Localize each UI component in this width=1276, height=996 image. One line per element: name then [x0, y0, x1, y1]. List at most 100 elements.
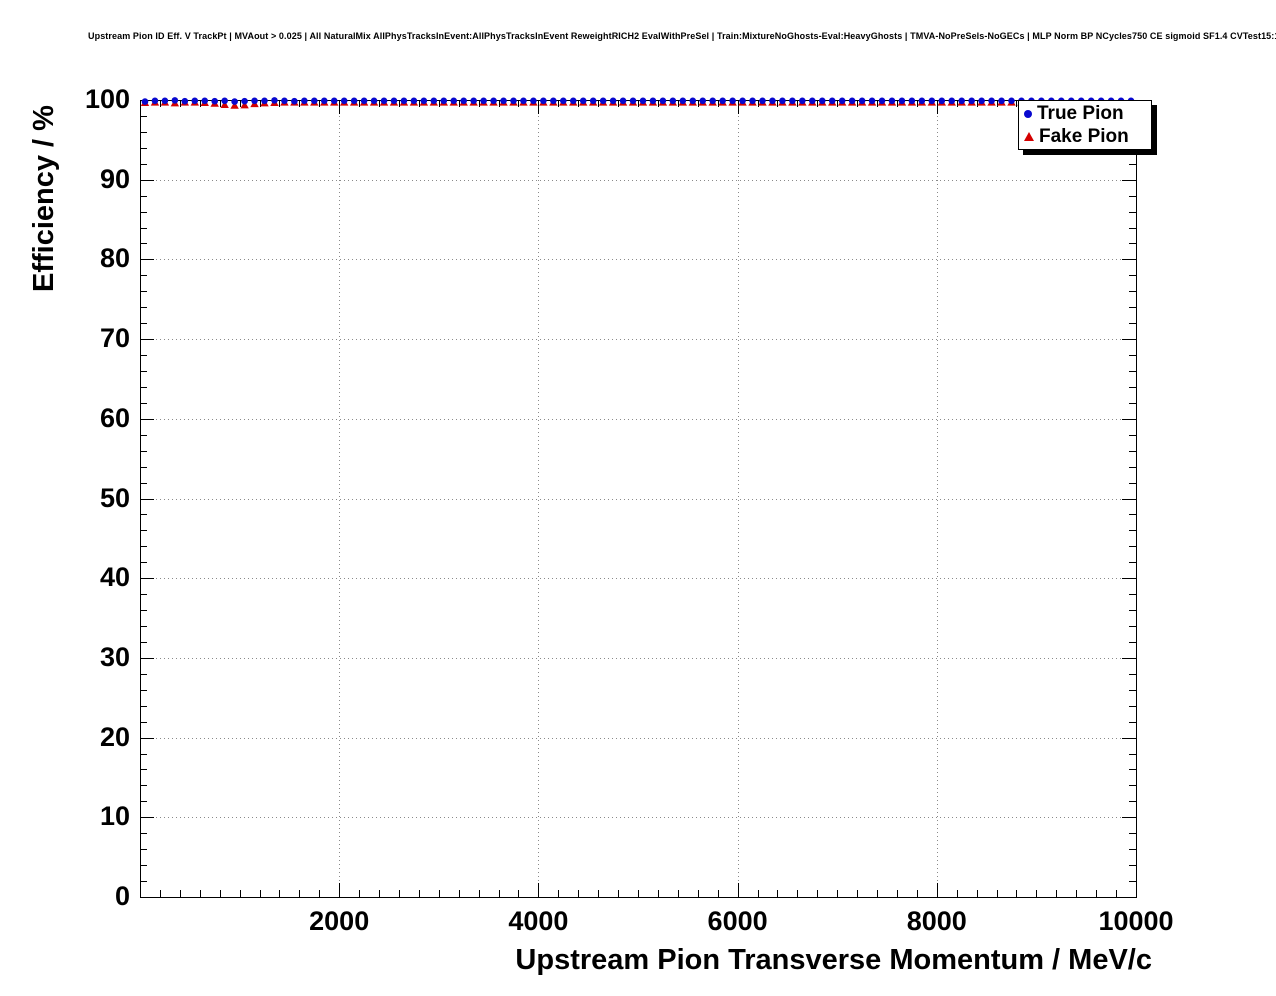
true-pion-point	[868, 97, 876, 105]
x-tick-label: 4000	[508, 906, 569, 936]
true-pion-point	[689, 97, 697, 105]
true-pion-point	[729, 97, 736, 105]
true-pion-point	[550, 97, 557, 105]
true-pion-point	[241, 97, 248, 105]
true-pion-point	[898, 97, 906, 105]
true-pion-point	[520, 97, 527, 105]
true-pion-point	[261, 97, 268, 105]
true-pion-point	[410, 97, 418, 105]
true-pion-point	[440, 97, 448, 105]
true-pion-point	[191, 97, 199, 105]
legend-entry-true-pion: True Pion	[1019, 102, 1151, 125]
legend-label-true-pion: True Pion	[1037, 102, 1124, 124]
true-pion-point	[231, 98, 238, 105]
true-pion-point	[490, 97, 497, 105]
true-pion-point	[858, 97, 866, 105]
true-pion-point	[141, 98, 149, 105]
true-pion-point	[360, 97, 368, 105]
true-pion-point	[281, 97, 288, 105]
true-pion-point	[1008, 97, 1015, 105]
true-pion-point	[609, 97, 617, 105]
true-pion-point	[928, 97, 936, 105]
true-pion-point	[948, 97, 956, 105]
true-pion-point	[181, 97, 189, 105]
x-tick-label: 2000	[309, 906, 370, 936]
true-pion-point	[629, 97, 637, 105]
y-tick-label: 90	[99, 163, 130, 194]
true-pion-point	[599, 97, 607, 105]
true-pion-point	[789, 97, 796, 105]
true-pion-point	[709, 97, 716, 105]
true-pion-point	[759, 97, 766, 105]
true-pion-point	[968, 97, 975, 105]
true-pion-point	[350, 97, 358, 105]
plot-title: Upstream Pion ID Eff. V TrackPt | MVAout…	[88, 31, 1276, 41]
true-pion-point	[699, 97, 707, 105]
true-pion-point	[320, 97, 328, 105]
true-pion-point	[430, 97, 438, 105]
true-pion-point	[460, 97, 468, 105]
true-pion-point	[619, 97, 627, 105]
true-pion-point	[769, 97, 776, 105]
true-pion-point	[719, 97, 726, 105]
y-tick-label: 20	[99, 721, 130, 752]
true-pion-point	[390, 97, 398, 105]
true-pion-point	[251, 97, 258, 105]
x-tick-label: 6000	[707, 906, 768, 936]
true-pion-point	[470, 97, 477, 105]
true-pion-point	[649, 97, 657, 105]
true-pion-point	[420, 97, 428, 105]
true-pion-point	[450, 97, 458, 105]
y-tick-label: 30	[99, 641, 130, 672]
true-pion-point	[918, 97, 926, 105]
true-pion-point	[540, 97, 547, 105]
x-tick-label: 8000	[906, 906, 967, 936]
y-tick-label: 70	[99, 323, 130, 354]
true-pion-point	[530, 97, 537, 105]
true-pion-point	[639, 97, 647, 105]
true-pion-point	[301, 97, 308, 105]
fake-pion-point	[230, 101, 239, 109]
true-pion-point	[480, 97, 487, 105]
true-pion-point	[958, 97, 965, 105]
true-pion-point	[370, 97, 378, 105]
true-pion-point	[908, 97, 916, 105]
true-pion-point	[848, 97, 856, 105]
true-pion-point	[828, 97, 836, 105]
true-pion-point	[888, 97, 896, 105]
y-tick-label: 40	[99, 562, 130, 593]
true-pion-point	[838, 97, 846, 105]
true-pion-point	[978, 97, 985, 105]
true-pion-point	[749, 97, 756, 105]
true-pion-point	[818, 97, 826, 105]
fake-pion-point	[240, 100, 249, 109]
true-pion-point	[569, 97, 577, 105]
true-pion-point	[311, 97, 318, 105]
true-pion-point	[779, 97, 786, 105]
true-pion-point	[579, 97, 587, 105]
true-pion-point	[500, 97, 507, 105]
y-tick-label: 80	[99, 243, 130, 274]
y-tick-label: 100	[84, 84, 130, 114]
true-pion-point	[201, 97, 209, 105]
true-pion-point	[211, 97, 218, 105]
true-pion-point	[330, 97, 338, 105]
x-tick-label: 10000	[1098, 906, 1174, 936]
true-pion-point	[669, 97, 677, 105]
true-pion-point	[739, 97, 746, 105]
true-pion-point	[799, 97, 806, 105]
y-tick-label: 10	[99, 801, 130, 832]
true-pion-point	[589, 97, 597, 105]
y-tick-label: 0	[114, 881, 130, 911]
true-pion-point	[510, 97, 517, 105]
true-pion-point	[998, 97, 1005, 105]
true-pion-point	[161, 97, 169, 105]
circle-marker-icon	[1024, 109, 1032, 118]
y-tick-label: 60	[99, 402, 130, 433]
true-pion-point	[659, 97, 667, 105]
true-pion-point	[679, 97, 687, 105]
true-pion-point	[988, 97, 995, 105]
true-pion-point	[809, 97, 816, 105]
true-pion-point	[380, 97, 388, 105]
